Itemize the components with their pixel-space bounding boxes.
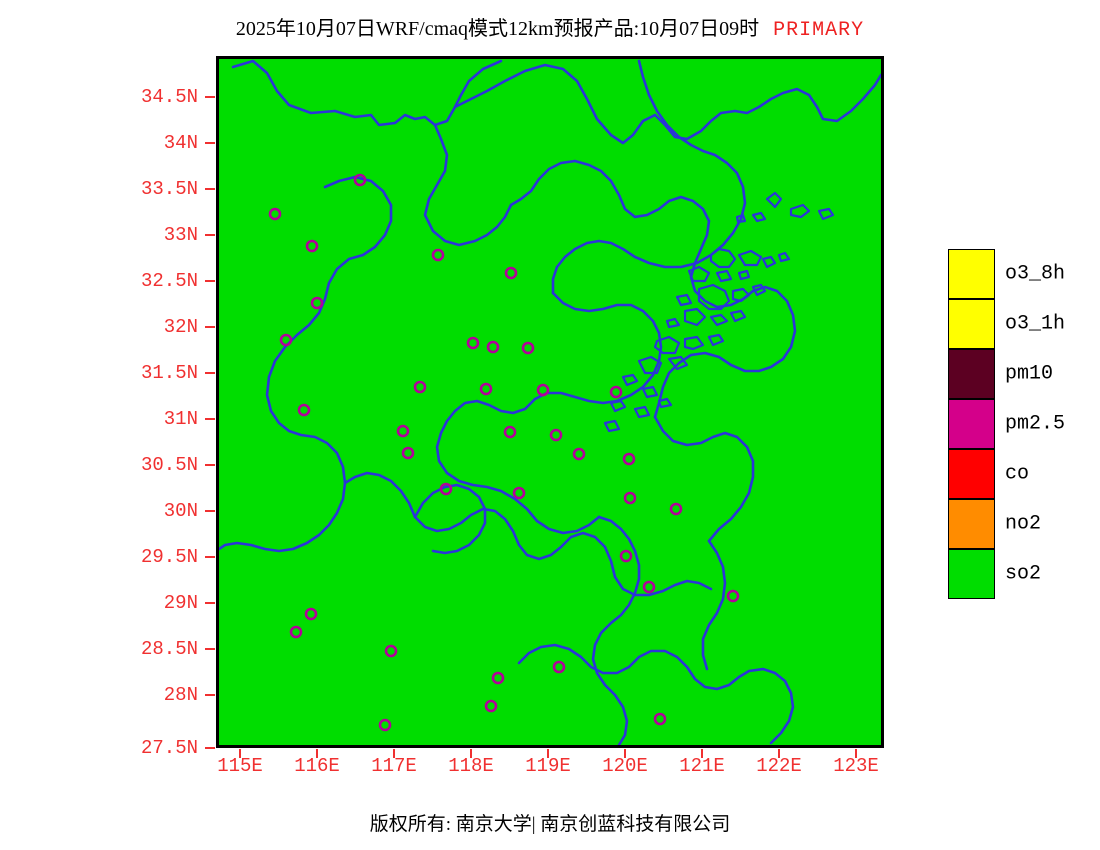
y-tick-label: 29N [163,592,198,614]
y-tick-mark [205,556,215,558]
y-tick-mark [205,326,215,328]
y-tick-mark [205,464,215,466]
x-tick-label: 118E [448,755,494,777]
legend-swatch-icon [948,299,995,349]
y-tick-mark [205,418,215,420]
y-tick-mark [205,188,215,190]
y-tick-mark [205,234,215,236]
x-tick-mark [855,749,857,758]
legend-item-o3-1h[interactable]: o3_1h [948,299,1098,349]
y-tick-mark [205,142,215,144]
y-tick-mark [205,648,215,650]
x-tick-mark [470,749,472,758]
pollutant-legend: o3_8h o3_1h pm10 pm2.5 co no2 so2 [948,249,1098,599]
legend-item-label: o3_8h [1005,262,1066,286]
y-tick-label: 32N [163,316,198,338]
map-geometry [219,59,881,745]
map-plot-area[interactable] [216,56,884,748]
x-tick-label: 120E [602,755,648,777]
x-tick-mark [624,749,626,758]
page-title: 2025年10月07日WRF/cmaq模式12km预报产品:10月07日09时 P… [0,12,1100,42]
province-boundaries [219,59,881,745]
y-tick-label: 31N [163,408,198,430]
title-main-text: 2025年10月07日WRF/cmaq模式12km预报产品:10月07日09时 [235,18,760,40]
x-tick-label: 119E [525,755,571,777]
x-tick-label: 123E [833,755,879,777]
y-tick-label: 31.5N [140,362,198,384]
y-tick-label: 30.5N [140,454,198,476]
legend-swatch-icon [948,249,995,299]
legend-item-o3-8h[interactable]: o3_8h [948,249,1098,299]
legend-swatch-icon [948,449,995,499]
x-tick-mark [778,749,780,758]
title-primary-badge: PRIMARY [773,19,865,42]
y-tick-label: 32.5N [140,270,198,292]
legend-item-pm10[interactable]: pm10 [948,349,1098,399]
legend-item-label: pm2.5 [1005,412,1066,436]
y-tick-label: 34.5N [140,86,198,108]
y-tick-label: 29.5N [140,546,198,568]
legend-swatch-icon [948,399,995,449]
y-tick-label: 27.5N [140,737,198,759]
legend-swatch-icon [948,349,995,399]
y-tick-label: 33N [163,224,198,246]
legend-swatch-icon [948,499,995,549]
y-tick-label: 30N [163,500,198,522]
y-tick-mark [205,602,215,604]
y-tick-label: 28N [163,684,198,706]
x-tick-mark [547,749,549,758]
legend-item-no2[interactable]: no2 [948,499,1098,549]
x-tick-mark [239,749,241,758]
legend-item-pm25[interactable]: pm2.5 [948,399,1098,449]
x-tick-mark [393,749,395,758]
x-tick-mark [701,749,703,758]
legend-swatch-icon [948,549,995,599]
x-tick-label: 121E [679,755,725,777]
x-tick-label: 117E [371,755,417,777]
legend-item-label: co [1005,462,1030,486]
legend-item-label: no2 [1005,512,1042,536]
y-tick-label: 34N [163,132,198,154]
legend-item-so2[interactable]: so2 [948,549,1098,599]
x-tick-mark [316,749,318,758]
y-tick-mark [205,372,215,374]
legend-item-co[interactable]: co [948,449,1098,499]
legend-item-label: pm10 [1005,362,1054,386]
y-tick-label: 28.5N [140,638,198,660]
station-markers [268,173,740,732]
x-tick-label: 122E [756,755,802,777]
x-tick-label: 115E [217,755,263,777]
y-tick-mark [205,510,215,512]
y-tick-mark [205,747,215,749]
x-tick-label: 116E [294,755,340,777]
legend-item-label: o3_1h [1005,312,1066,336]
coastline [435,59,747,745]
y-tick-mark [205,280,215,282]
y-tick-mark [205,694,215,696]
copyright-footer: 版权所有: 南京大学| 南京创蓝科技有限公司 [369,814,731,835]
legend-item-label: so2 [1005,562,1042,586]
offshore-islands [603,191,835,433]
y-tick-mark [205,96,215,98]
y-tick-label: 33.5N [140,178,198,200]
